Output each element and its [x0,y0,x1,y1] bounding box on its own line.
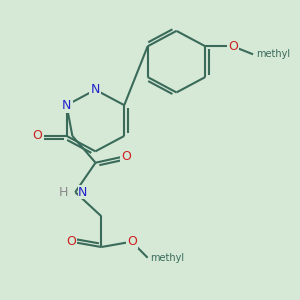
Text: N: N [91,83,100,96]
Text: H: H [59,186,68,199]
Text: N: N [78,186,88,199]
Text: O: O [127,235,137,248]
Text: methyl: methyl [256,49,290,59]
Text: O: O [121,149,131,163]
Text: O: O [66,235,76,248]
Text: methyl: methyl [151,253,185,263]
Text: O: O [228,40,238,53]
Text: O: O [33,129,43,142]
Text: N: N [62,99,71,112]
